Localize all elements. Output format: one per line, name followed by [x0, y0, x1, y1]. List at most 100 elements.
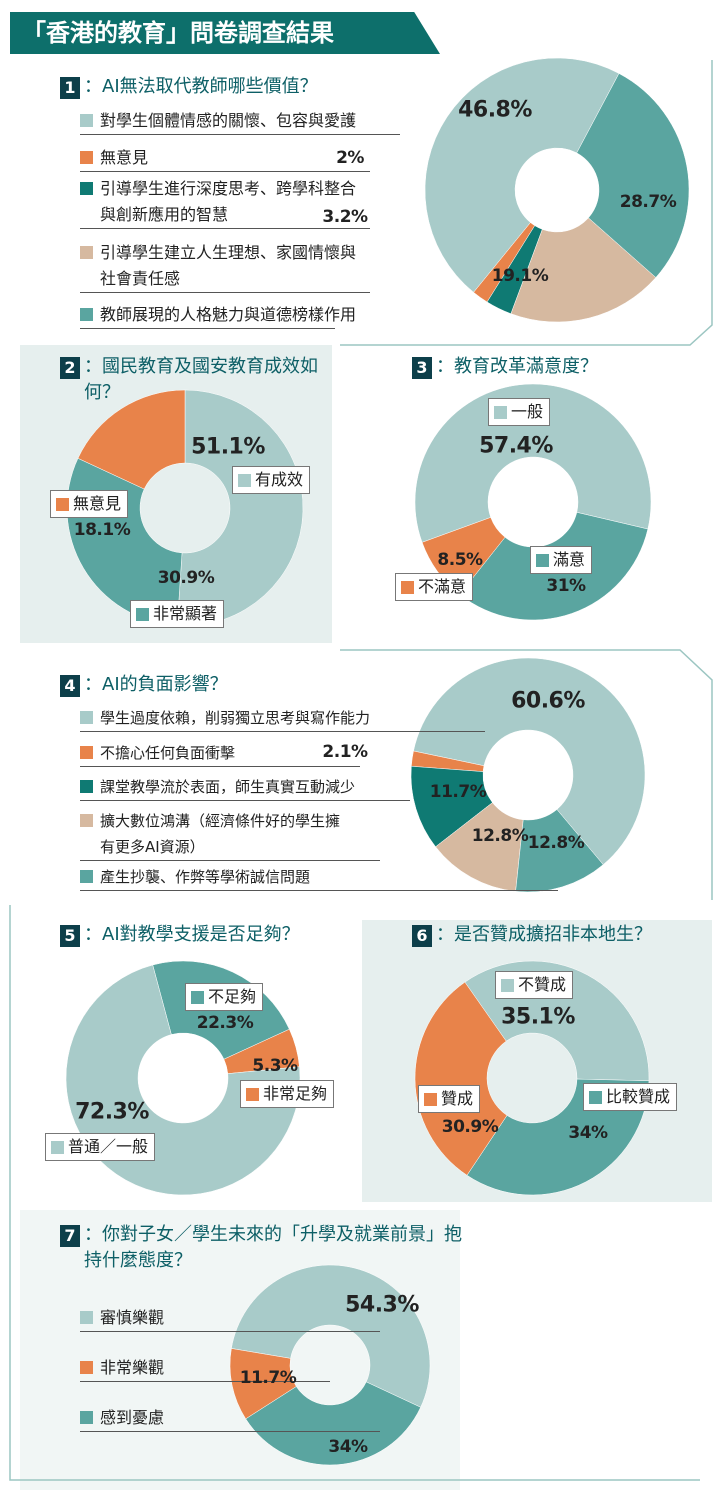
section-number: 7 — [60, 1225, 80, 1247]
value-label: 2.1% — [322, 742, 368, 762]
legend-label: 有成效 — [255, 470, 304, 489]
legend-label: 無意見 — [100, 148, 149, 167]
value-label: 22.3% — [196, 1013, 254, 1033]
legend-label: 比較贊成 — [606, 1087, 671, 1106]
value-label: 12.8% — [527, 833, 585, 853]
section-number: 4 — [60, 675, 80, 697]
section-number: 5 — [60, 925, 80, 947]
decor-line — [340, 649, 713, 900]
legend-swatch — [80, 246, 93, 259]
legend-item: 不擔心任何負面衝擊 — [80, 740, 360, 767]
legend-swatch — [536, 554, 549, 567]
legend-label: 課堂教學流於表面，師生真實互動減少 — [100, 778, 356, 796]
legend-label: 不滿意 — [418, 577, 467, 596]
legend-label: 普通／一般 — [68, 1137, 149, 1156]
donut-slice — [510, 217, 657, 323]
legend-box: 一般 — [488, 398, 551, 426]
legend-box: 不滿意 — [395, 573, 474, 601]
legend-swatch — [246, 1088, 259, 1101]
value-label: 57.4% — [479, 433, 553, 459]
legend-box: 非常足夠 — [240, 1080, 335, 1108]
legend-swatch — [80, 780, 93, 793]
section-title: ：國民教育及國安教育成效如何？ — [84, 356, 318, 403]
legend-item: 審慎樂觀 — [80, 1305, 380, 1332]
section-title: ：你對子女／學生未來的「升學及就業前景」抱持什麼態度？ — [84, 1224, 462, 1271]
legend-label: 非常足夠 — [263, 1084, 328, 1103]
donut-slice — [515, 809, 604, 893]
legend-swatch — [136, 608, 149, 621]
legend-box: 無意見 — [50, 490, 129, 518]
value-label: 34% — [568, 1123, 608, 1143]
section-number: 3 — [412, 357, 432, 379]
legend-swatch — [80, 151, 93, 164]
legend-label: 對學生個體情感的關懷、包容與愛護 — [100, 111, 357, 130]
value-label: 5.3% — [252, 1056, 298, 1076]
legend-swatch — [80, 870, 93, 883]
legend-item: 學生過度依賴，削弱獨立思考與寫作能力 — [80, 705, 485, 732]
value-label: 12.8% — [471, 826, 529, 846]
legend-swatch — [51, 1141, 64, 1154]
legend-swatch — [424, 1093, 437, 1106]
value-label: 11.7% — [429, 782, 487, 802]
donut-slice — [424, 57, 620, 293]
legend-swatch — [80, 711, 93, 724]
legend-swatch — [501, 979, 514, 992]
legend-swatch — [494, 406, 507, 419]
section-title: ：AI的負面影響？ — [84, 674, 228, 695]
value-label: 19.1% — [491, 266, 549, 286]
legend-label: 產生抄襲、作弊等學術誠信問題 — [100, 868, 311, 886]
value-label: 8.5% — [437, 550, 483, 570]
section-title: ：是否贊成擴招非本地生？ — [436, 924, 652, 945]
legend-box: 不贊成 — [495, 971, 574, 999]
section-number: 1 — [60, 77, 80, 99]
decor-line — [9, 905, 700, 1481]
value-label: 34% — [328, 1437, 368, 1457]
value-label: 11.7% — [239, 1368, 297, 1388]
legend-label: 非常顯著 — [153, 604, 218, 623]
legend-item: 擴大數位鴻溝（經濟條件好的學生擁有更多AI資源） — [80, 808, 380, 861]
value-label: 28.7% — [619, 192, 677, 212]
legend-item: 引導學生建立人生理想、家國情懷與社會責任感 — [80, 240, 370, 293]
legend-swatch — [80, 1361, 93, 1374]
legend-item: 產生抄襲、作弊等學術誠信問題 — [80, 864, 558, 891]
legend-label: 無意見 — [73, 494, 122, 513]
legend-box: 有成效 — [232, 466, 311, 494]
legend-item: 無意見 — [80, 145, 370, 172]
legend-label: 滿意 — [553, 550, 586, 569]
legend-label: 一般 — [511, 402, 544, 421]
legend-box: 非常顯著 — [130, 600, 225, 628]
section-number: 6 — [412, 925, 432, 947]
value-label: 54.3% — [345, 1292, 419, 1318]
legend-item: 感到憂慮 — [80, 1405, 380, 1432]
legend-swatch — [80, 1311, 93, 1324]
donut-slice — [576, 73, 690, 278]
legend-swatch — [80, 114, 93, 127]
legend-swatch — [238, 474, 251, 487]
legend-label: 擴大數位鴻溝（經濟條件好的學生擁有更多AI資源） — [100, 812, 341, 856]
legend-item: 引導學生進行深度思考、跨學科整合與創新應用的智慧 — [80, 176, 370, 229]
legend-swatch — [80, 814, 93, 827]
legend-label: 非常樂觀 — [100, 1358, 165, 1377]
legend-label: 教師展現的人格魅力與道德榜樣作用 — [100, 305, 357, 324]
legend-item: 課堂教學流於表面，師生真實互動減少 — [80, 774, 410, 801]
donut-slice — [414, 981, 508, 1176]
legend-item: 非常樂觀 — [80, 1355, 330, 1382]
legend-label: 感到憂慮 — [100, 1408, 165, 1427]
section-title: ：教育改革滿意度？ — [436, 356, 598, 377]
value-label: 30.9% — [157, 568, 215, 588]
donut-slice — [414, 383, 652, 543]
legend-swatch — [80, 308, 93, 321]
legend-swatch — [191, 991, 204, 1004]
value-label: 35.1% — [501, 1004, 575, 1030]
legend-box: 比較贊成 — [583, 1083, 678, 1111]
section-title: ：AI無法取代教師哪些價值？ — [84, 76, 318, 97]
decor-line — [340, 60, 713, 346]
legend-swatch — [80, 746, 93, 759]
legend-label: 引導學生進行深度思考、跨學科整合與創新應用的智慧 — [100, 179, 357, 224]
value-label: 31% — [546, 576, 586, 596]
value-label: 3.2% — [322, 207, 368, 227]
legend-box: 普通／一般 — [45, 1133, 156, 1161]
donut-slice — [231, 1264, 431, 1408]
